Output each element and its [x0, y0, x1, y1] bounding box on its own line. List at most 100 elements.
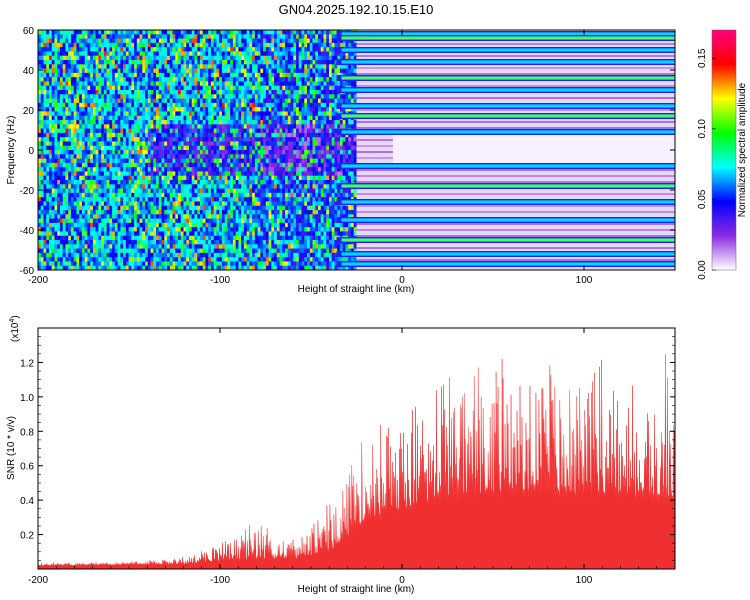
- heatmap-cell: [252, 51, 256, 57]
- heatmap-cell: [178, 227, 182, 232]
- heatmap-cell: [180, 107, 184, 112]
- heatmap-cell: [40, 257, 44, 262]
- heatmap-cell: [40, 98, 44, 104]
- heatmap-cell: [260, 111, 264, 117]
- heatmap-cell: [249, 210, 253, 215]
- heatmap-cell: [221, 167, 226, 172]
- heatmap-cell: [243, 265, 248, 271]
- heatmap-cell: [167, 102, 171, 108]
- heatmap-cell: [73, 145, 77, 151]
- heatmap-cell: [153, 30, 157, 35]
- heatmap-cell: [276, 257, 280, 262]
- heatmap-cell: [123, 34, 127, 39]
- heatmap-cell: [65, 244, 69, 249]
- heatmap-cell: [188, 47, 193, 52]
- heatmap-cell: [268, 34, 272, 39]
- heatmap-cell: [276, 201, 280, 207]
- heatmap-cell: [257, 51, 261, 57]
- heatmap-cell: [252, 128, 256, 134]
- heatmap-cell: [221, 210, 226, 215]
- heatmap-cell: [180, 145, 184, 151]
- heatmap-cell: [38, 184, 42, 189]
- heatmap-cell: [62, 261, 66, 267]
- heatmap-cell: [268, 248, 272, 254]
- heatmap-cell: [101, 64, 105, 69]
- heatmap-cell: [106, 34, 110, 39]
- heatmap-cell: [51, 111, 55, 117]
- heatmap-cell: [276, 192, 280, 198]
- heatmap-cell: [147, 42, 151, 48]
- heatmap-cell: [161, 77, 165, 82]
- heatmap-cell: [147, 141, 151, 147]
- heatmap-cell: [92, 175, 97, 181]
- heatmap-cell: [246, 231, 250, 237]
- heatmap-cell: [241, 154, 245, 159]
- heatmap-cell: [90, 244, 94, 249]
- heatmap-cell: [279, 115, 283, 121]
- heatmap-cell: [252, 85, 256, 91]
- heatmap-cell: [257, 102, 261, 108]
- heatmap-cell: [276, 81, 280, 87]
- heatmap-cell: [73, 72, 77, 78]
- heatmap-cell: [120, 150, 124, 155]
- heatmap-cell: [43, 60, 47, 65]
- heatmap-cell: [62, 55, 66, 61]
- heatmap-cell: [40, 47, 44, 52]
- heatmap-cell: [227, 184, 231, 189]
- heatmap-cell: [142, 34, 146, 39]
- heatmap-cell: [90, 38, 94, 44]
- heatmap-cell: [260, 132, 264, 138]
- heatmap-cell: [103, 261, 108, 267]
- heatmap-cell: [232, 107, 237, 112]
- heatmap-cell: [268, 261, 272, 267]
- heatmap-cell: [161, 90, 165, 95]
- heatmap-cell: [48, 90, 53, 95]
- heatmap-cell: [125, 180, 129, 185]
- heatmap-cell: [191, 158, 195, 164]
- heatmap-cell: [131, 81, 135, 87]
- heatmap-cell: [43, 248, 47, 254]
- heatmap-cell: [145, 167, 149, 172]
- heatmap-cell: [62, 90, 66, 95]
- heatmap-cell: [103, 132, 108, 138]
- heatmap-cell: [274, 214, 278, 219]
- heatmap-cell: [76, 47, 80, 52]
- heatmap-cell: [263, 145, 267, 151]
- heatmap-cell: [131, 72, 135, 78]
- heatmap-cell: [178, 137, 182, 142]
- heatmap-cell: [208, 47, 212, 52]
- heatmap-cell: [109, 124, 113, 129]
- heatmap-cell: [164, 188, 168, 194]
- heatmap-cell: [274, 137, 278, 142]
- heatmap-cell: [51, 128, 55, 134]
- heatmap-cell: [145, 248, 149, 254]
- heatmap-cell: [191, 231, 195, 237]
- heatmap-cell: [142, 60, 146, 65]
- heatmap-cell: [87, 60, 91, 65]
- heatmap-cell: [243, 252, 248, 258]
- heatmap-cell: [150, 184, 154, 189]
- heatmap-cell: [62, 72, 66, 78]
- heatmap-cell: [271, 132, 275, 138]
- heatmap-cell: [150, 42, 154, 48]
- heatmap-cell: [109, 222, 113, 228]
- heatmap-cell: [153, 128, 157, 134]
- heatmap-cell: [274, 184, 278, 189]
- heatmap-cell: [227, 47, 231, 52]
- heatmap-cell: [136, 55, 140, 61]
- heatmap-cell: [84, 42, 88, 48]
- heatmap-cell: [199, 51, 204, 57]
- heatmap-cell: [178, 51, 182, 57]
- heatmap-cell: [62, 210, 66, 215]
- heatmap-cell: [167, 214, 171, 219]
- heatmap-cell: [51, 42, 55, 48]
- heatmap-cell: [243, 210, 248, 215]
- heatmap-cell: [191, 137, 195, 142]
- heatmap-cell: [194, 47, 198, 52]
- heatmap-cell: [65, 210, 69, 215]
- heatmap-cell: [254, 227, 259, 232]
- heatmap-cell: [70, 107, 75, 112]
- heatmap-cell: [109, 120, 113, 125]
- heatmap-cell: [175, 210, 179, 215]
- heatmap-cell: [120, 222, 124, 228]
